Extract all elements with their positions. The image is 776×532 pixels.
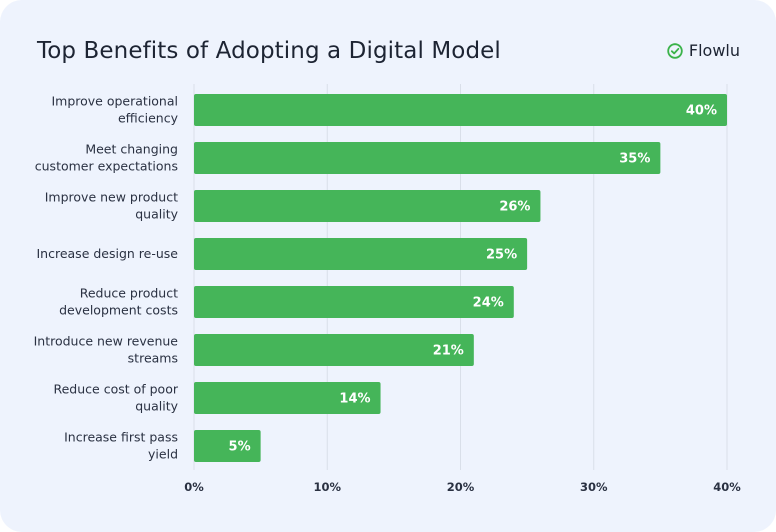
- bar: [194, 334, 474, 366]
- category-label: Improve new product quality: [45, 190, 179, 222]
- check-circle-icon: [667, 42, 683, 59]
- x-tick-label: 10%: [313, 480, 341, 494]
- brand-logo: Flowlu: [667, 41, 740, 60]
- x-tick-label: 20%: [447, 480, 475, 494]
- category-label: Reduce cost of poor quality: [53, 382, 178, 414]
- bar-value-label: 25%: [486, 248, 517, 263]
- x-tick-label: 30%: [580, 480, 608, 494]
- category-label: Increase first pass yield: [64, 430, 178, 462]
- bar: [194, 190, 541, 222]
- bar-value-label: 35%: [619, 152, 650, 167]
- bar-value-label: 40%: [686, 104, 717, 119]
- x-tick-label: 40%: [713, 480, 741, 494]
- bar: [194, 286, 514, 318]
- bar-value-label: 26%: [499, 200, 530, 215]
- category-label: Improve operational efficiency: [51, 94, 178, 126]
- category-label: Meet changing customer expectations: [35, 142, 178, 174]
- x-tick-label: 0%: [184, 480, 204, 494]
- category-label: Introduce new revenue streams: [34, 334, 179, 366]
- bar-value-label: 24%: [473, 296, 504, 311]
- chart-title: Top Benefits of Adopting a Digital Model: [37, 38, 501, 64]
- bar: [194, 142, 661, 174]
- category-label: Increase design re-use: [36, 246, 178, 261]
- bar: [194, 430, 261, 462]
- category-label: Reduce product development costs: [59, 286, 178, 318]
- bar: [194, 94, 727, 126]
- bar-value-label: 14%: [339, 392, 370, 407]
- bar: [194, 238, 528, 270]
- brand-name: Flowlu: [688, 41, 740, 60]
- bar: [194, 382, 381, 414]
- bar-value-label: 5%: [229, 440, 251, 455]
- bar-value-label: 21%: [433, 344, 464, 359]
